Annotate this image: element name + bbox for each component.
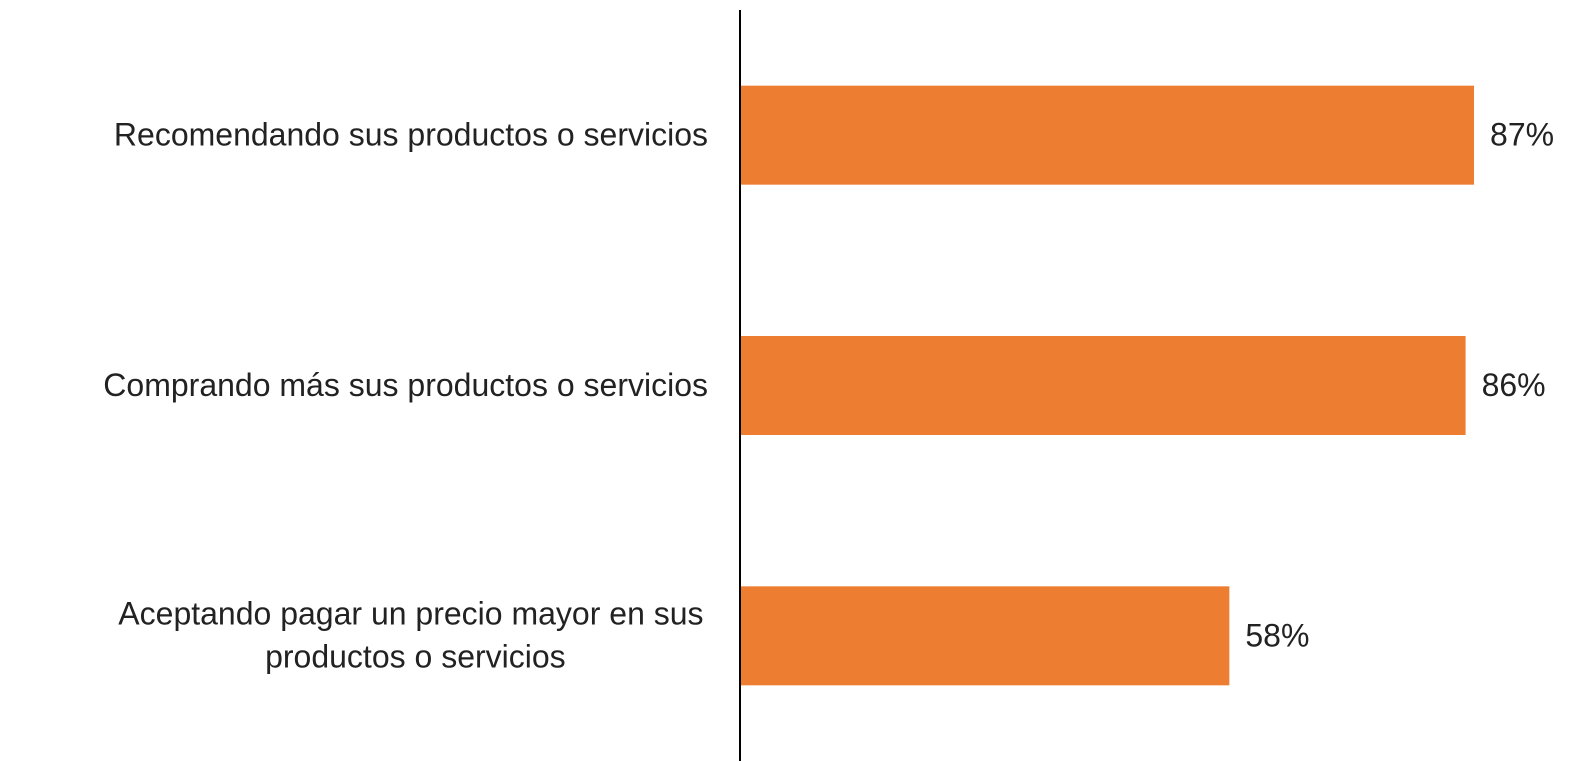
y-tick-label: Comprando más sus productos o servicios bbox=[103, 367, 708, 403]
value-label: 87% bbox=[1490, 117, 1554, 153]
value-label: 58% bbox=[1245, 617, 1309, 653]
y-tick-label: Aceptando pagar un precio mayor en sus p… bbox=[118, 596, 712, 675]
y-tick-label: Recomendando sus productos o servicios bbox=[114, 117, 708, 153]
bar bbox=[740, 586, 1230, 686]
bar bbox=[740, 85, 1475, 185]
bar bbox=[740, 336, 1466, 435]
value-label: 86% bbox=[1482, 367, 1546, 403]
